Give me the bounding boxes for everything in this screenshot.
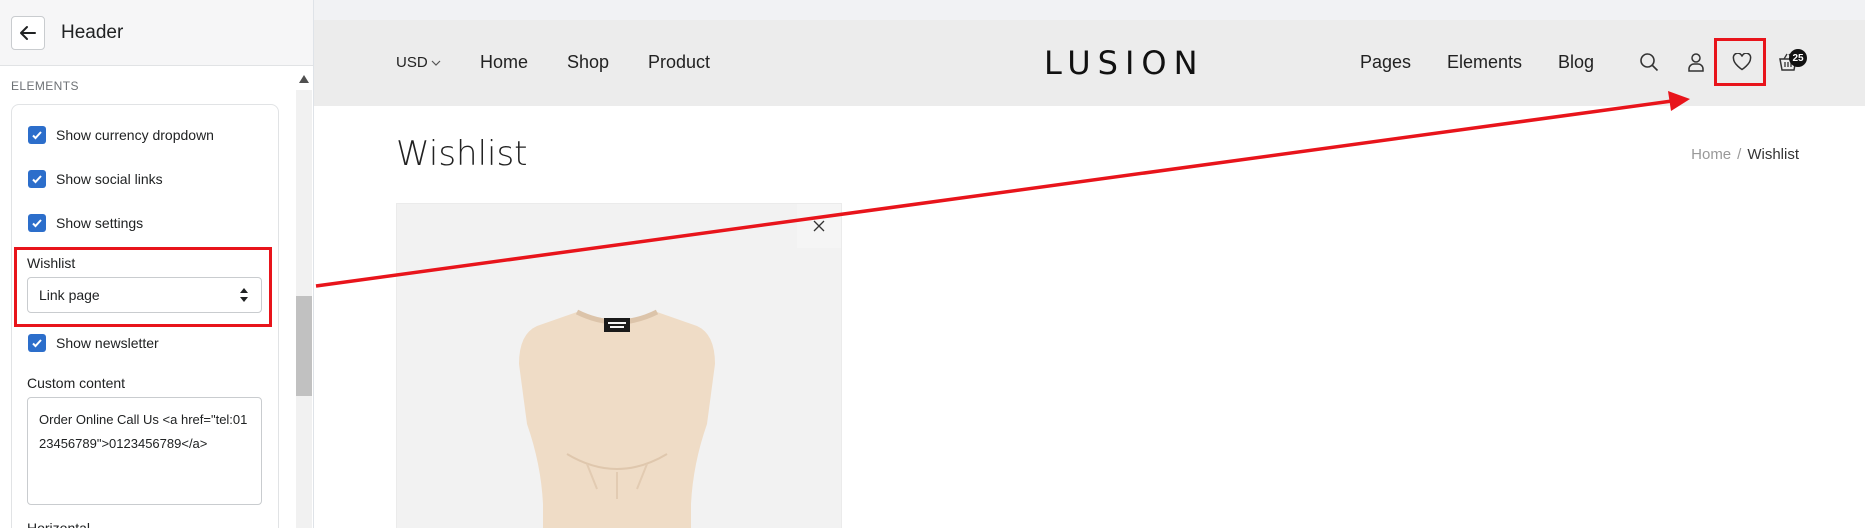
scroll-up-arrow[interactable] — [297, 73, 311, 85]
checkbox[interactable] — [28, 126, 46, 144]
custom-content-textarea[interactable]: Order Online Call Us <a href="tel:012345… — [27, 397, 262, 505]
editor-sidebar: Header ELEMENTS Show currency dropdown S… — [0, 0, 314, 528]
sidebar-header: Header — [0, 0, 313, 66]
sidebar-title: Header — [61, 21, 124, 43]
store-logo[interactable]: LUSION — [1044, 44, 1205, 82]
heart-icon[interactable] — [1730, 50, 1754, 74]
back-button[interactable] — [11, 15, 45, 50]
scrollbar-thumb[interactable] — [296, 296, 312, 396]
checkbox-show-newsletter[interactable]: Show newsletter — [28, 334, 159, 352]
check-icon — [32, 175, 42, 184]
checkbox-label: Show social links — [56, 171, 163, 187]
remove-from-wishlist-button[interactable] — [797, 204, 841, 248]
wishlist-select-value: Link page — [39, 287, 100, 303]
store-preview: USD Home Shop Product LUSION Pages Eleme… — [314, 20, 1865, 528]
check-icon — [32, 131, 42, 140]
select-arrows-icon — [240, 288, 248, 302]
heart-icon-highlight-box — [1714, 38, 1766, 86]
nav-shop[interactable]: Shop — [567, 52, 610, 72]
product-image — [519, 309, 715, 528]
wishlist-product-card[interactable] — [396, 203, 842, 528]
checkbox-show-social[interactable]: Show social links — [28, 170, 163, 188]
nav-home[interactable]: Home — [480, 52, 529, 72]
breadcrumb-current: Wishlist — [1747, 146, 1799, 163]
nav-product[interactable]: Product — [648, 52, 711, 72]
checkbox[interactable] — [28, 214, 46, 232]
breadcrumb: Home / Wishlist — [1691, 146, 1799, 163]
checkbox-label: Show settings — [56, 215, 144, 231]
checkbox-show-settings[interactable]: Show settings — [28, 214, 143, 232]
page-title: Wishlist — [396, 134, 528, 174]
account-icon[interactable] — [1684, 50, 1708, 74]
wishlist-highlight-box — [14, 247, 272, 327]
close-icon — [813, 220, 825, 232]
check-icon — [32, 219, 42, 228]
nav-blog[interactable]: Blog — [1558, 52, 1595, 72]
custom-content-label: Custom content — [27, 375, 126, 391]
wishlist-select[interactable]: Link page — [27, 277, 262, 313]
caret-up-icon — [299, 75, 309, 83]
checkbox-label: Show newsletter — [56, 335, 159, 351]
nav-elements[interactable]: Elements — [1447, 52, 1523, 72]
checkbox-show-currency[interactable]: Show currency dropdown — [28, 126, 214, 144]
checkbox-label: Show currency dropdown — [56, 127, 214, 143]
wishlist-label: Wishlist — [27, 255, 76, 271]
search-icon[interactable] — [1637, 50, 1661, 74]
checkbox[interactable] — [28, 170, 46, 188]
arrow-left-icon — [20, 25, 36, 40]
currency-dropdown[interactable]: USD — [396, 54, 441, 71]
currency-value: USD — [396, 54, 428, 71]
checkbox[interactable] — [28, 334, 46, 352]
nav-pages[interactable]: Pages — [1360, 52, 1412, 72]
breadcrumb-home[interactable]: Home — [1691, 146, 1732, 163]
horizontal-label: Horizontal — [27, 520, 91, 528]
check-icon — [32, 339, 42, 348]
site-header: USD Home Shop Product LUSION Pages Eleme… — [314, 20, 1865, 106]
cart-count-badge: 25 — [1789, 49, 1807, 67]
chevron-down-icon — [431, 60, 441, 66]
breadcrumb-separator: / — [1737, 146, 1742, 163]
section-label: ELEMENTS — [11, 79, 79, 93]
